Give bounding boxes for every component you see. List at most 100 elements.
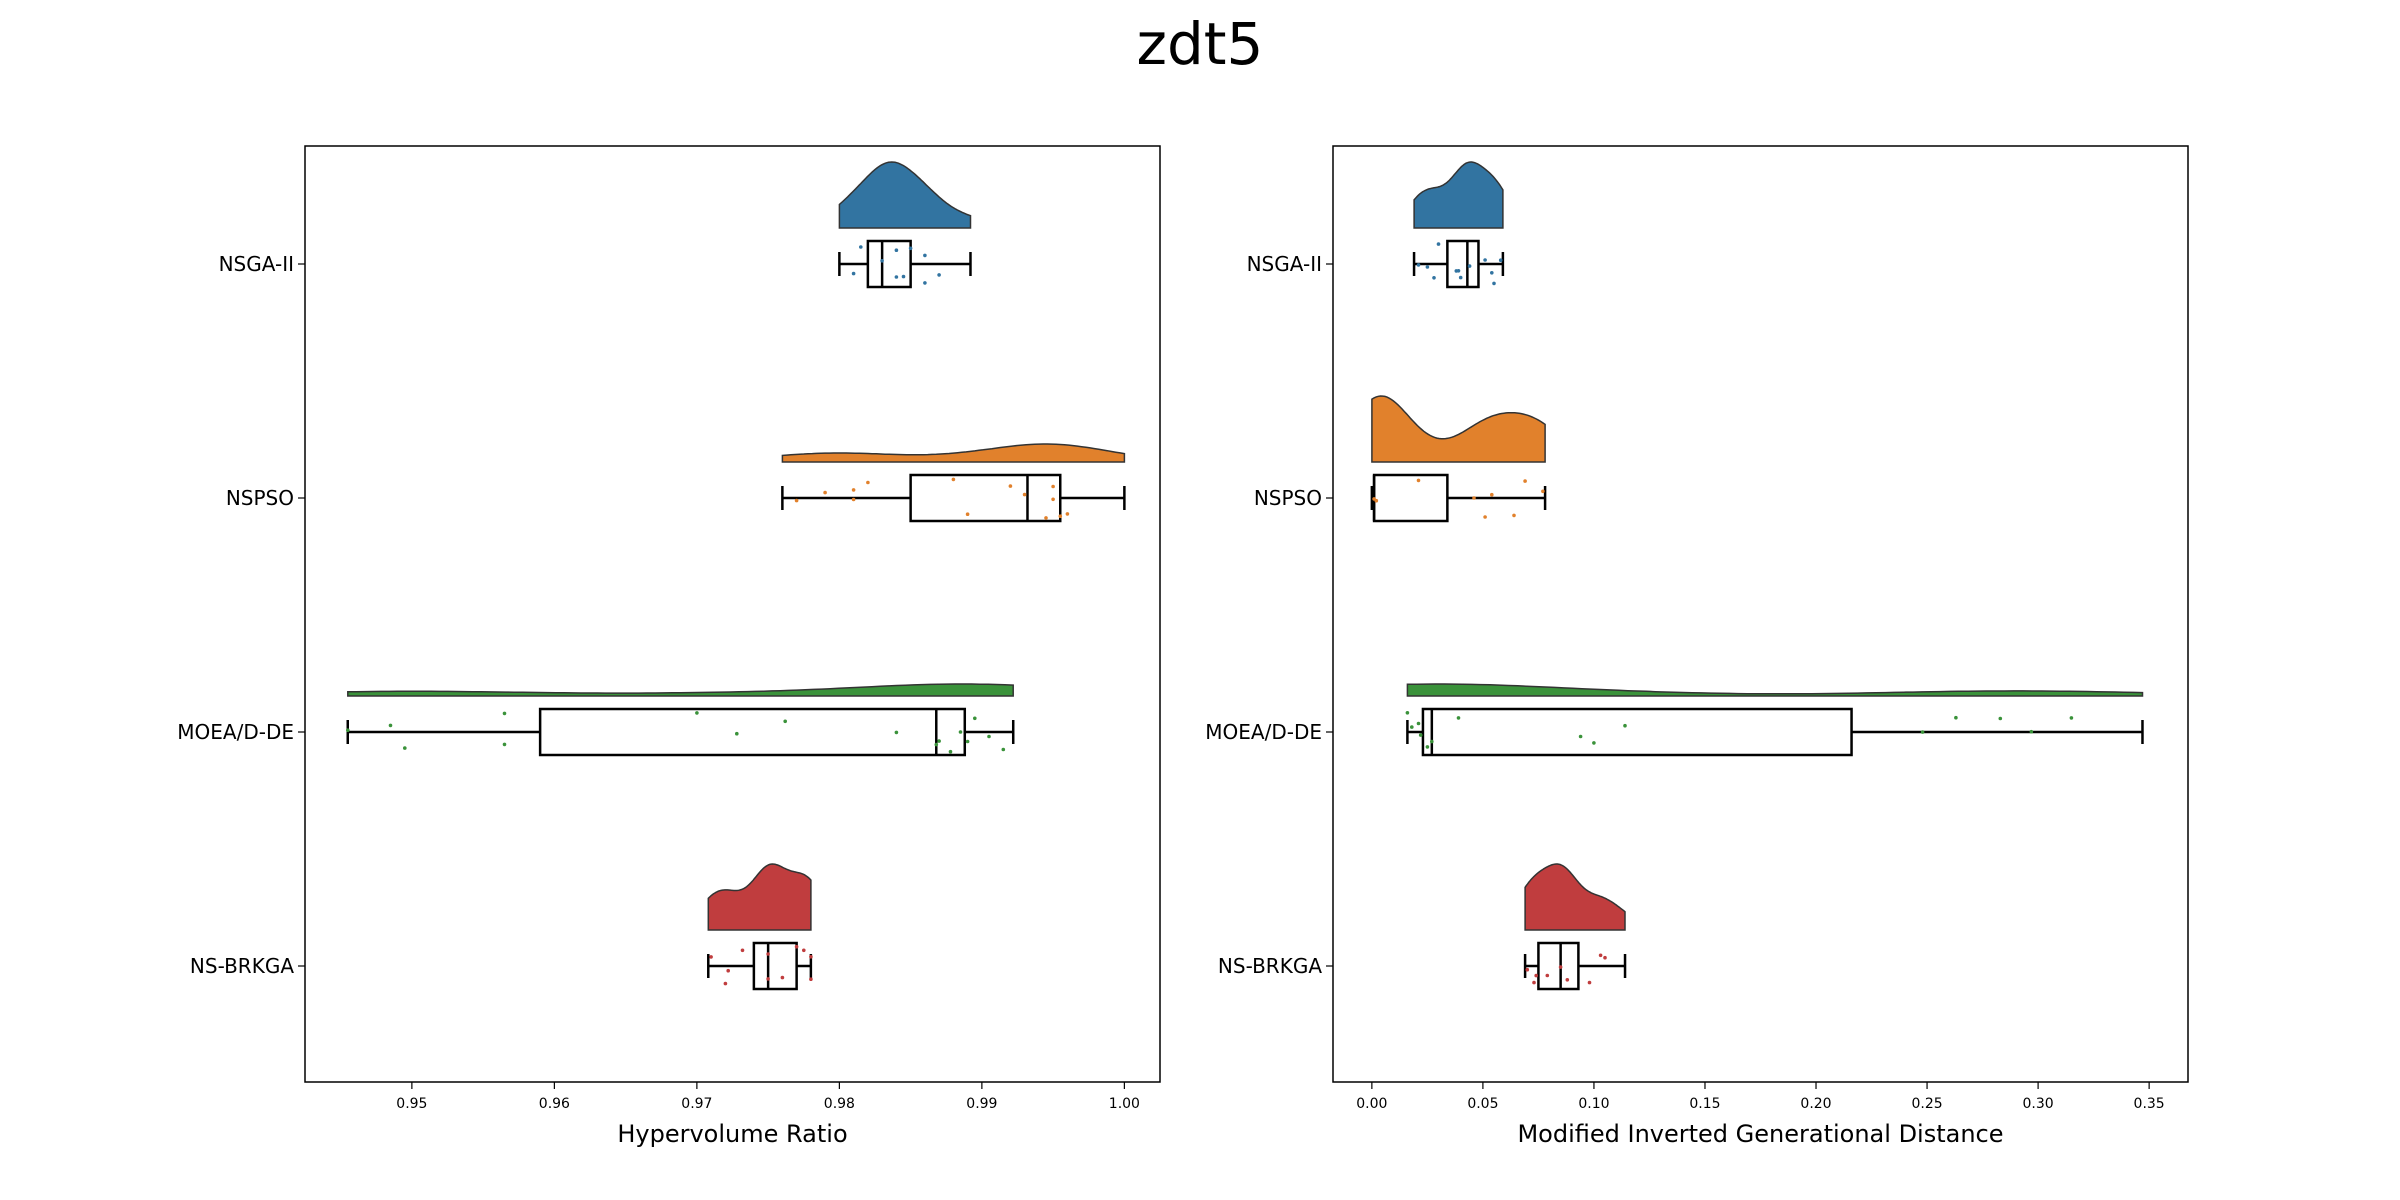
y-tick-label: MOEA/D-DE [1205, 720, 1322, 744]
x-tick-label: 0.25 [1911, 1096, 1942, 1112]
x-tick-label: 0.00 [1356, 1096, 1387, 1112]
data-point [1456, 716, 1461, 720]
data-point [987, 734, 991, 739]
data-point [1490, 492, 1494, 497]
data-point [802, 948, 806, 953]
data-point [2069, 716, 2074, 720]
data-point [1483, 258, 1487, 262]
density-cloud-3 [1406, 683, 2144, 697]
x-tick-label: 0.10 [1578, 1096, 1609, 1112]
data-point [709, 955, 713, 959]
data-point [403, 746, 407, 750]
data-point [1523, 479, 1527, 483]
box-2 [909, 473, 1062, 523]
data-point [1374, 498, 1379, 503]
x-tick-label: 0.96 [539, 1096, 570, 1112]
data-point [1592, 741, 1596, 745]
density-cloud-1 [838, 161, 972, 229]
data-point [1008, 484, 1013, 488]
data-point [965, 739, 970, 744]
x-tick-label: 0.99 [966, 1096, 997, 1112]
data-point [2029, 729, 2034, 734]
box-4 [752, 941, 798, 991]
x-tick-label: 0.20 [1800, 1096, 1831, 1112]
data-point [1492, 281, 1496, 286]
data-point [1920, 730, 1925, 734]
data-point [1051, 497, 1055, 502]
box-4 [1537, 941, 1580, 991]
data-point [1525, 967, 1530, 972]
data-point [937, 739, 941, 743]
data-point [880, 259, 884, 263]
data-point [1565, 978, 1570, 982]
data-point [1436, 242, 1441, 246]
data-point [1058, 514, 1063, 518]
data-point [1405, 711, 1410, 715]
data-point [1472, 496, 1476, 500]
y-tick-label: NSPSO [1254, 486, 1322, 510]
data-point [723, 981, 728, 986]
density-cloud-1 [1413, 161, 1504, 229]
data-point [1490, 271, 1494, 275]
data-point [1044, 516, 1048, 520]
data-point [809, 955, 813, 959]
data-point [1532, 980, 1536, 985]
x-tick-label: 0.97 [681, 1096, 712, 1112]
data-point [726, 968, 730, 973]
y-tick-label: NSGA-II [219, 252, 294, 276]
box-3 [1421, 707, 1853, 757]
data-point [1458, 275, 1463, 280]
data-point [809, 977, 813, 981]
data-point [1416, 721, 1421, 726]
data-point [388, 723, 393, 728]
data-point [894, 248, 899, 252]
x-tick-label: 0.15 [1689, 1096, 1720, 1112]
data-point [1483, 515, 1487, 519]
data-point [1578, 734, 1583, 739]
data-point [937, 273, 941, 277]
y-tick-label: NSPSO [226, 486, 294, 510]
data-point [1598, 953, 1603, 958]
y-tick-label: NS-BRKGA [1218, 954, 1322, 978]
data-point [908, 246, 913, 251]
data-point [859, 245, 863, 249]
x-axis-label: Modified Inverted Generational Distance [1517, 1120, 2003, 1148]
x-tick-label: 0.05 [1467, 1096, 1498, 1112]
data-point [901, 274, 906, 279]
data-point [1541, 489, 1545, 494]
data-point [851, 271, 856, 276]
data-point [783, 719, 787, 724]
x-tick-label: 0.35 [2134, 1096, 2165, 1112]
data-point [502, 742, 507, 747]
data-point [894, 275, 899, 279]
density-cloud-2 [781, 443, 1126, 463]
data-point [1416, 478, 1421, 483]
data-point [923, 281, 927, 285]
data-point [735, 731, 739, 736]
density-cloud-4 [707, 863, 812, 931]
data-point [1558, 965, 1563, 969]
chart-panel-2: 0.00 0.05 0.10 0.15 0.20 0.25 0.30 0.35 Modified… [1205, 145, 2189, 1148]
axes-frame [304, 145, 1161, 1083]
data-point [823, 490, 827, 495]
data-point [794, 498, 799, 503]
figure-title: zdt5 [1136, 10, 1264, 78]
data-point [1545, 973, 1550, 978]
x-tick-label: 0.98 [824, 1096, 855, 1112]
data-point [780, 975, 785, 980]
data-point [934, 742, 939, 747]
data-point [766, 977, 770, 981]
data-point [740, 948, 745, 953]
data-point [1425, 265, 1430, 269]
data-point [1001, 747, 1006, 752]
x-axis-label: Hypervolume Ratio [617, 1120, 847, 1148]
x-tick-label: 0.30 [2023, 1096, 2054, 1112]
data-point [1051, 484, 1055, 489]
data-point [894, 730, 899, 735]
data-point [1512, 513, 1516, 518]
density-cloud-2 [1371, 395, 1546, 463]
data-point [965, 512, 970, 516]
data-point [948, 749, 953, 754]
axes-frame [1332, 145, 2189, 1083]
